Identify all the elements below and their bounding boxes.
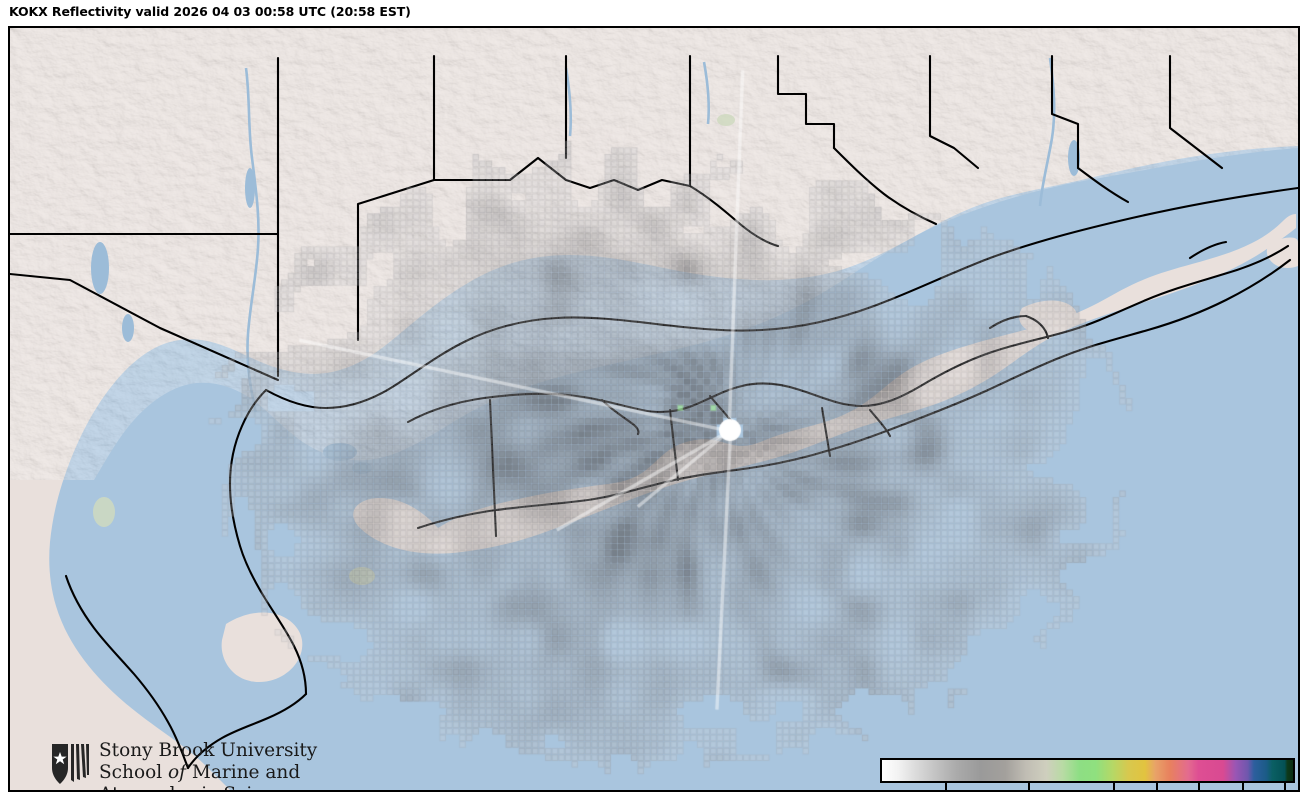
colorbar-tick — [1241, 783, 1244, 790]
colorbar-tick — [1198, 783, 1201, 790]
logo-line-2-post: Marine and — [186, 762, 301, 783]
colorbar-tick-label: 60 — [1188, 791, 1210, 792]
colorbar-gradient — [882, 760, 1293, 781]
radar-map-frame[interactable]: Stony Brook University School of Marine … — [8, 26, 1300, 792]
logo-line-1: Stony Brook University — [99, 740, 318, 761]
colorbar-tick — [1113, 783, 1116, 790]
colorbar-tick-label: 0 — [940, 791, 951, 792]
shield-star-icon — [52, 744, 89, 784]
colorbar-tick — [944, 783, 947, 790]
institution-logo: Stony Brook University School of Marine … — [50, 740, 318, 790]
colorbar-tick — [1284, 783, 1287, 790]
logo-line-2: School of Marine and — [99, 762, 317, 784]
logo-line-2-pre: School — [99, 762, 169, 783]
colorbar: 0 20 40 50 60 70 80 — [880, 758, 1295, 792]
logo-line-3: Atmospheric Sciences — [99, 784, 317, 790]
map-canvas[interactable]: Stony Brook University School of Marine … — [10, 28, 1298, 790]
colorbar-tick-label: 20 — [1019, 791, 1041, 792]
logo-line-2-em: of — [168, 762, 187, 783]
colorbar-tick — [1156, 783, 1159, 790]
colorbar-bar — [880, 758, 1295, 783]
logo-text: Stony Brook University School of Marine … — [99, 740, 318, 790]
page-title: KOKX Reflectivity valid 2026 04 03 00:58… — [9, 4, 411, 19]
radar-reflectivity-layer — [10, 28, 1298, 790]
colorbar-tick-label: 50 — [1146, 791, 1168, 792]
colorbar-tick-labels: 0 20 40 50 60 70 80 — [880, 791, 1295, 792]
colorbar-tick-label: 40 — [1104, 791, 1126, 792]
colorbar-tick — [1028, 783, 1031, 790]
colorbar-tick-label: 70 — [1232, 791, 1254, 792]
colorbar-tick-label: 80 — [1274, 791, 1296, 792]
colorbar-ticks — [880, 783, 1295, 790]
